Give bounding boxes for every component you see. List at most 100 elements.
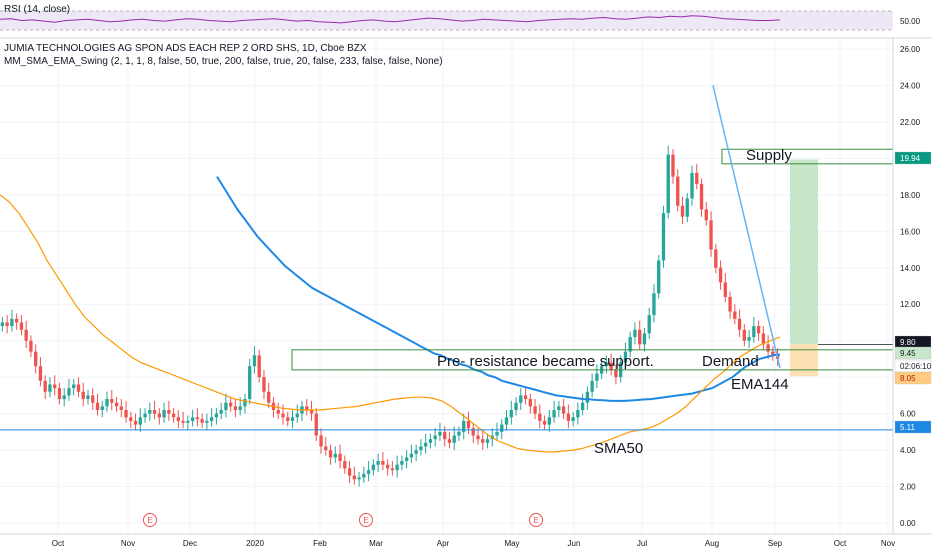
candle-body (466, 420, 471, 429)
candle-body (362, 473, 366, 478)
candle-body (328, 450, 333, 458)
candle-body (419, 446, 423, 451)
price-axis[interactable]: 0.002.004.006.008.0010.0012.0014.0016.00… (892, 38, 921, 534)
candle-body (580, 402, 585, 410)
candle-body (761, 333, 766, 345)
rsi-level-label: 50.00 (900, 17, 921, 26)
candle-body (528, 399, 532, 407)
candle-body (552, 410, 556, 418)
candle-body (29, 340, 33, 352)
candle-body (443, 431, 447, 440)
candle-body (152, 410, 157, 414)
rsi-line (0, 15, 781, 24)
candle-body (290, 417, 295, 421)
candle-body (43, 380, 47, 392)
candle-body (100, 406, 104, 410)
trend-line (712, 85, 781, 369)
candle-body (119, 406, 123, 410)
candle-body (756, 326, 761, 334)
candle-body (714, 249, 718, 268)
price-tag-text: 19.94 (900, 154, 921, 163)
price-tag-text: 5.11 (900, 423, 916, 432)
candle-body (547, 417, 551, 425)
sma50-label: SMA50 (594, 440, 643, 457)
candle-body (424, 442, 428, 447)
candle-body (718, 267, 723, 283)
candle-body (628, 337, 632, 352)
price-tag (894, 151, 932, 165)
candle-body (519, 395, 523, 403)
candle-body (704, 209, 708, 221)
candle-body (186, 420, 190, 423)
candle-body (390, 468, 395, 471)
candle-body (286, 417, 290, 421)
x-tick-label: Jun (568, 539, 581, 548)
trade-zones (790, 159, 818, 377)
price-tag-text: 9.80 (900, 338, 916, 347)
candle-body (642, 333, 647, 345)
x-tick-label: Mar (369, 539, 383, 548)
candle-body (62, 395, 66, 400)
candle-body (281, 413, 285, 418)
candle-body (209, 417, 214, 421)
y-tick-label: 24.00 (900, 81, 921, 90)
candle-body (428, 439, 433, 443)
grid (0, 38, 893, 534)
candle-body (238, 406, 242, 410)
candle-body (243, 399, 247, 407)
candle-body (657, 260, 661, 294)
candle-body (452, 435, 456, 443)
candle-body (157, 413, 161, 418)
candle-body (571, 417, 575, 421)
x-tick-label: Dec (183, 539, 197, 548)
candle-body (309, 410, 314, 414)
candle-body (219, 410, 223, 414)
candle-body (366, 470, 371, 474)
candle-body (371, 464, 376, 471)
candle-body (500, 424, 504, 432)
x-tick-label: May (504, 539, 519, 548)
candle-body (433, 435, 437, 440)
earnings-marker (143, 513, 157, 527)
candle-body (276, 410, 280, 414)
candle-body (72, 384, 76, 389)
demand-label: Demand (702, 353, 759, 370)
ema144-line (216, 176, 781, 402)
candle-body (585, 391, 590, 403)
candle-body (438, 431, 442, 436)
candle-body (471, 428, 475, 436)
candle-body (53, 384, 57, 389)
sma50-line (0, 194, 781, 453)
indicator-legend: MM_SMA_EMA_Swing (2, 1, 1, 8, false, 50,… (4, 56, 443, 67)
time-axis[interactable]: Oct Nov Dec 2020 Feb Mar Apr May Jun Jul Aug Sep Oct… (0, 533, 932, 548)
candle-body (143, 413, 147, 418)
candle-body (167, 410, 171, 414)
x-tick-label: Oct (834, 539, 847, 548)
candle-body (67, 388, 71, 396)
candle-body (10, 318, 14, 327)
y-tick-label: 18.00 (900, 191, 921, 200)
y-tick-label: 26.00 (900, 45, 921, 54)
rsi-band (0, 11, 893, 30)
candle-body (133, 420, 138, 425)
price-tag (894, 346, 932, 360)
candle-body (676, 176, 680, 206)
earnings-marker (359, 513, 373, 527)
candle-body (542, 420, 547, 425)
earnings-marker-label: E (363, 516, 368, 525)
candle-body (267, 391, 271, 403)
candle-body (114, 402, 119, 407)
candle-body (181, 420, 185, 423)
y-tick-label: 4.00 (900, 446, 916, 455)
x-tick-label: 2020 (246, 539, 264, 548)
x-tick-label: Sep (768, 539, 783, 548)
x-tick-label: Jul (637, 539, 647, 548)
candle-body (38, 366, 43, 381)
candle-body (671, 154, 675, 177)
candle-body (647, 315, 651, 334)
candle-body (129, 417, 133, 421)
candle-body (723, 282, 727, 297)
y-tick-label: 2.00 (900, 483, 916, 492)
candle-body (733, 311, 737, 319)
